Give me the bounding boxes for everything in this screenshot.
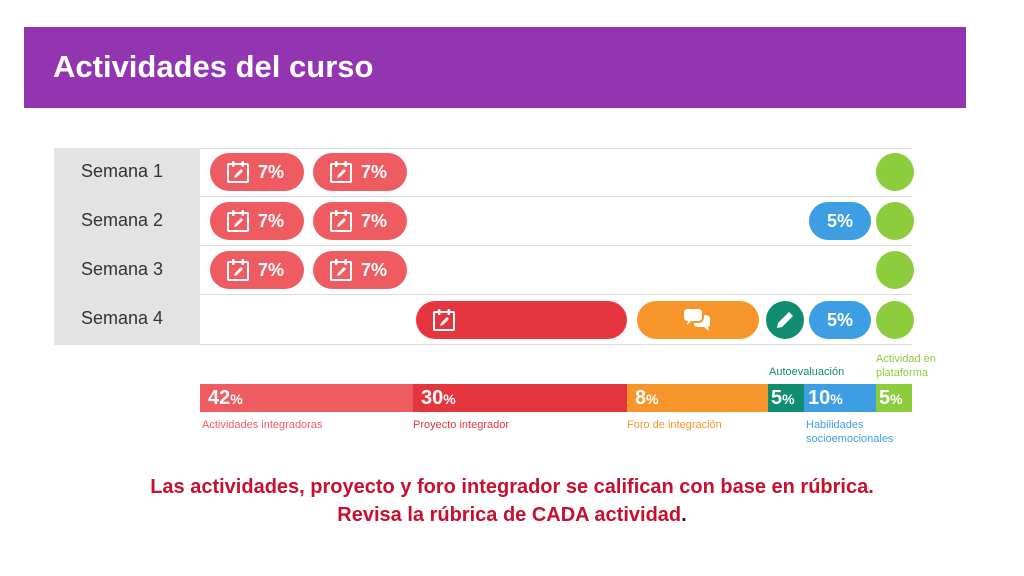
week-label: Semana 1 xyxy=(81,161,164,181)
forum-pill xyxy=(637,301,759,339)
footer-note-period: . xyxy=(681,504,687,526)
platform-activity-dot xyxy=(876,301,914,339)
calendar-pencil-icon xyxy=(226,160,250,184)
activity-pill: 7% xyxy=(313,153,407,191)
legend-plataforma-line1: Actividad en xyxy=(876,353,936,365)
percent-sign: % xyxy=(890,390,903,407)
summary-segment-activities: 42% xyxy=(200,384,413,412)
summary-segment-platform: 5% xyxy=(876,384,912,412)
caption-activities: Actividades integradoras xyxy=(202,419,323,431)
segment-value: 5 xyxy=(879,386,891,409)
activity-percent: 7% xyxy=(361,161,388,182)
calendar-pencil-icon xyxy=(329,160,353,184)
week-label: Semana 3 xyxy=(81,259,164,279)
week-row-1: Semana 1 7% 7% xyxy=(54,148,914,197)
platform-activity-dot xyxy=(876,251,914,289)
segment-value: 10 xyxy=(808,386,831,409)
activity-pill: 7% xyxy=(210,202,304,240)
page-title: Actividades del curso xyxy=(53,49,374,84)
activity-percent: 7% xyxy=(258,210,285,231)
segment-value: 30 xyxy=(421,386,444,409)
week-label-cell: Semana 4 xyxy=(54,295,200,345)
summary-segment-project: 30% xyxy=(413,384,627,412)
calendar-pencil-icon xyxy=(226,258,250,282)
percent-sign: % xyxy=(830,390,843,407)
row-divider xyxy=(200,294,912,295)
week-label: Semana 4 xyxy=(81,308,164,328)
skills-percent: 5% xyxy=(826,309,853,330)
activity-pill: 7% xyxy=(313,251,407,289)
calendar-pencil-icon xyxy=(226,209,250,233)
calendar-pencil-icon xyxy=(329,209,353,233)
percent-sign: % xyxy=(230,390,243,407)
segment-value: 5 xyxy=(771,386,783,409)
summary-segment-skills: 10% xyxy=(804,384,876,412)
activity-percent: 7% xyxy=(258,161,285,182)
legend-autoevaluacion: Autoevaluación xyxy=(769,366,845,378)
activity-percent: 7% xyxy=(258,259,285,280)
caption-project: Proyecto integrador xyxy=(413,419,509,431)
footer-note-line2: Revisa la rúbrica de CADA actividad. xyxy=(0,504,1024,527)
self-evaluation-pill xyxy=(766,301,804,339)
week-row-3: Semana 3 7% 7% xyxy=(54,246,914,295)
skills-pill: 5% xyxy=(809,301,871,339)
row-divider xyxy=(200,196,912,197)
footer-note-line1: Las actividades, proyecto y foro integra… xyxy=(150,476,874,498)
row-divider xyxy=(200,148,912,149)
row-divider xyxy=(200,344,912,345)
activity-pill: 7% xyxy=(313,202,407,240)
week-label-cell: Semana 2 xyxy=(54,197,200,246)
platform-activity-dot xyxy=(876,153,914,191)
summary-segment-self-eval: 5% xyxy=(768,384,804,412)
caption-skills-line2: socioemocionales xyxy=(806,433,894,445)
segment-value: 42 xyxy=(208,386,231,409)
speech-bubbles-icon xyxy=(682,308,714,332)
title-banner: Actividades del curso xyxy=(24,27,966,108)
week-row-4: Semana 4 5% xyxy=(54,295,914,345)
activity-pill: 7% xyxy=(210,251,304,289)
activity-percent: 7% xyxy=(361,259,388,280)
caption-skills-line1: Habilidades xyxy=(806,419,864,431)
percent-sign: % xyxy=(782,390,795,407)
row-divider xyxy=(200,245,912,246)
calendar-pencil-icon xyxy=(329,258,353,282)
legend-plataforma-line2: plataforma xyxy=(876,367,928,379)
skills-pill: 5% xyxy=(809,202,871,240)
week-row-2: Semana 2 7% 7% 5% xyxy=(54,197,914,246)
calendar-pencil-icon xyxy=(432,308,456,332)
week-label-cell: Semana 1 xyxy=(54,148,200,197)
footer-note-text: Revisa la rúbrica de CADA actividad xyxy=(337,504,682,526)
pencil-icon xyxy=(774,309,796,331)
project-pill xyxy=(416,301,627,339)
summary-segment-forum: 8% xyxy=(627,384,768,412)
weekly-schedule: Semana 1 7% 7% Semana 2 7% 7% 5% xyxy=(54,148,914,345)
percent-sign: % xyxy=(443,390,456,407)
caption-forum: Foro de integración xyxy=(627,419,722,431)
activity-pill: 7% xyxy=(210,153,304,191)
platform-activity-dot xyxy=(876,202,914,240)
week-label: Semana 2 xyxy=(81,210,164,230)
skills-percent: 5% xyxy=(826,210,853,231)
segment-value: 8 xyxy=(635,386,647,409)
week-label-cell: Semana 3 xyxy=(54,246,200,295)
activity-percent: 7% xyxy=(361,210,388,231)
percent-sign: % xyxy=(646,390,659,407)
